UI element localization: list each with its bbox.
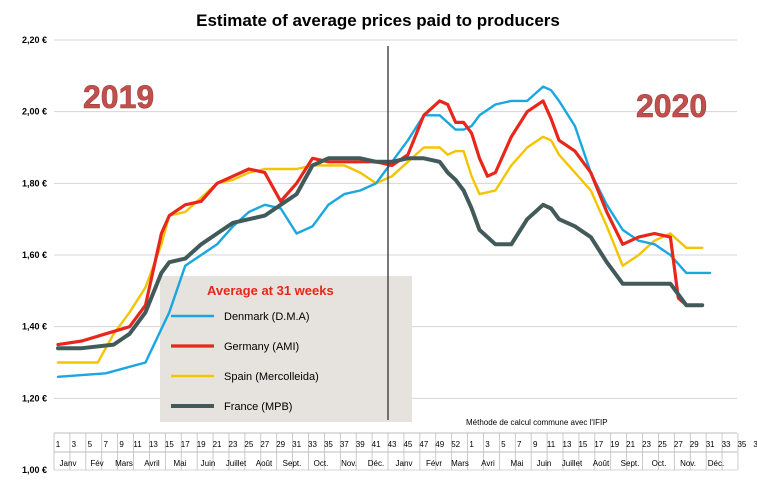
month-label-2019: Mai xyxy=(174,459,187,468)
week-tick-2019: 21 xyxy=(213,440,222,449)
month-label-2020: Nov. xyxy=(680,459,696,468)
week-tick-2020: 17 xyxy=(594,440,603,449)
week-tick-2020: 19 xyxy=(610,440,619,449)
month-label-2020: Déc. xyxy=(708,459,724,468)
week-tick-2020: 5 xyxy=(501,440,506,449)
week-tick-2019: 1 xyxy=(56,440,61,449)
y-tick-label: 1,00 € xyxy=(22,465,47,475)
series-line-france xyxy=(56,156,705,351)
series-lines xyxy=(56,85,712,378)
week-tick-2019: 49 xyxy=(435,440,444,449)
week-tick-2019: 25 xyxy=(244,440,253,449)
week-tick-2020: 11 xyxy=(547,440,556,449)
y-tick-label: 1,40 € xyxy=(22,322,47,332)
week-tick-2020: 21 xyxy=(626,440,635,449)
week-tick-2019: 41 xyxy=(372,440,381,449)
method-note: Méthode de calcul commune avec l'IFIP xyxy=(466,418,608,427)
week-tick-2020: 37 xyxy=(753,440,757,449)
week-tick-2020: 27 xyxy=(674,440,683,449)
month-label-2020: Févr xyxy=(426,459,442,468)
y-tick-label: 2,00 € xyxy=(22,107,47,117)
month-label-2019: Janv xyxy=(60,459,77,468)
month-label-2020: Mars xyxy=(451,459,469,468)
year-label-2020: 2020 xyxy=(636,88,707,124)
week-tick-2019: 35 xyxy=(324,440,333,449)
week-tick-2019: 47 xyxy=(419,440,428,449)
week-tick-2020: 23 xyxy=(642,440,651,449)
legend-box xyxy=(160,276,412,422)
month-label-2019: Avril xyxy=(144,459,160,468)
week-tick-2019: 43 xyxy=(388,440,397,449)
week-tick-2020: 33 xyxy=(722,440,731,449)
week-tick-2020: 15 xyxy=(578,440,587,449)
month-label-2020: Juin xyxy=(537,459,552,468)
y-tick-label: 2,20 € xyxy=(22,35,47,45)
week-tick-2019: 11 xyxy=(133,440,142,449)
month-label-2019: Déc. xyxy=(368,459,384,468)
month-label-2019: Oct. xyxy=(314,459,329,468)
week-tick-2020: 35 xyxy=(737,440,746,449)
month-label-2020: Avri xyxy=(481,459,495,468)
week-tick-2020: 13 xyxy=(563,440,572,449)
week-tick-2019: 39 xyxy=(356,440,365,449)
month-label-2019: Sept. xyxy=(283,459,302,468)
week-tick-2019: 3 xyxy=(72,440,77,449)
legend: Denmark (D.M.A) Germany (AMI) Spain (Merco… xyxy=(171,311,319,413)
month-label-2020: Août xyxy=(593,459,610,468)
series-line-germany xyxy=(56,99,704,347)
y-tick-label: 1,80 € xyxy=(22,178,47,188)
month-label-2019: Août xyxy=(256,459,273,468)
month-label-2020: Juillet xyxy=(562,459,583,468)
week-tick-2019: 19 xyxy=(197,440,206,449)
series-line-spain xyxy=(56,135,704,364)
week-tick-2019: 27 xyxy=(260,440,269,449)
week-tick-2020: 25 xyxy=(658,440,667,449)
week-tick-2020: 3 xyxy=(485,440,490,449)
month-label-2019: Mars xyxy=(115,459,133,468)
x-axis: 1 3 5 7 9 11 13 15 17 19 21 23 25 27 29 31 33 35 37 39 41 43 4… xyxy=(53,432,757,470)
y-tick-label: 1,60 € xyxy=(22,250,47,260)
week-tick-2019: 7 xyxy=(103,440,108,449)
week-tick-2019: 23 xyxy=(229,440,238,449)
month-label-2019: Juin xyxy=(201,459,216,468)
legend-label-denmark: Denmark (D.M.A) xyxy=(224,311,310,323)
month-label-2020: Sept. xyxy=(621,459,640,468)
year-label-2019: 2019 xyxy=(83,79,154,115)
week-tick-2019: 5 xyxy=(88,440,93,449)
week-tick-2019: 33 xyxy=(308,440,317,449)
month-label-2019: Nov. xyxy=(341,459,357,468)
week-tick-2020: 31 xyxy=(706,440,715,449)
week-tick-2019: 9 xyxy=(119,440,124,449)
month-label-2019: Juillet xyxy=(226,459,247,468)
week-tick-2019: 52 xyxy=(451,440,460,449)
month-label-2020: Janv xyxy=(396,459,413,468)
y-tick-label: 1,20 € xyxy=(22,393,47,403)
week-tick-2020: 1 xyxy=(469,440,474,449)
week-tick-2020: 29 xyxy=(690,440,699,449)
week-tick-2019: 45 xyxy=(403,440,412,449)
legend-title: Average at 31 weeks xyxy=(207,283,334,298)
legend-label-spain: Spain (Mercolleida) xyxy=(224,371,319,383)
y-axis-ticks: 1,00 € 1,20 € 1,40 € 1,60 € 1,80 € 2,00 € 2,20… xyxy=(22,35,47,475)
week-tick-2019: 17 xyxy=(181,440,190,449)
week-tick-2020: 9 xyxy=(533,440,538,449)
week-tick-2019: 37 xyxy=(340,440,349,449)
legend-label-france: France (MPB) xyxy=(224,401,292,413)
week-tick-2019: 13 xyxy=(149,440,158,449)
month-label-2020: Oct. xyxy=(652,459,667,468)
week-tick-2019: 29 xyxy=(276,440,285,449)
series-line-denmark xyxy=(56,85,712,378)
week-tick-2019: 15 xyxy=(165,440,174,449)
month-label-2019: Fév xyxy=(90,459,103,468)
week-tick-2020: 7 xyxy=(517,440,522,449)
month-label-2020: Mai xyxy=(511,459,524,468)
chart-title: Estimate of average prices paid to produ… xyxy=(196,11,560,30)
legend-label-germany: Germany (AMI) xyxy=(224,341,299,353)
week-tick-2019: 31 xyxy=(292,440,301,449)
